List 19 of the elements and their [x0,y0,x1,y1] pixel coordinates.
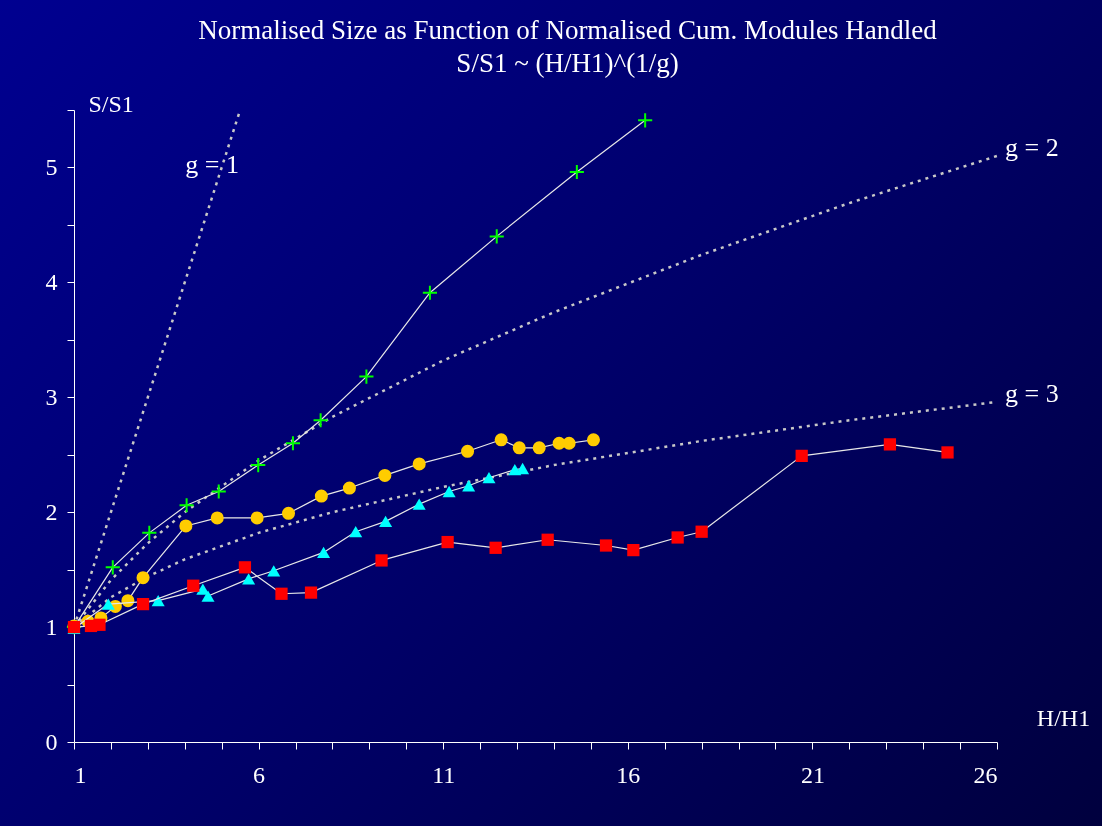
x-tick-label: 21 [800,761,825,788]
y-tick-label: 5 [45,153,58,180]
chart-title: Normalised Size as Function of Normalised Cum. Modules Handled [198,15,938,45]
x-tick-label: 26 [973,761,998,788]
x-tick-label: 11 [432,761,456,788]
x-axis-title: H/H1 [1036,704,1091,731]
y-tick-label: 0 [45,728,58,755]
series-label: g = 1 [185,150,239,179]
y-tick-label: 3 [45,383,58,410]
y-tick-label: 2 [45,498,58,525]
y-tick-label: 1 [45,613,58,640]
x-tick-label: 1 [74,761,87,788]
x-tick-label: 6 [253,761,266,788]
series-label: g = 3 [1005,378,1059,408]
series-label: g = 2 [1005,132,1059,162]
x-tick-label: 16 [616,761,641,788]
y-axis-title: S/S1 [88,90,134,117]
chart-subtitle: S/S1 ~ (H/H1)^(1/g) [456,48,679,78]
y-tick-label: 4 [45,268,58,295]
